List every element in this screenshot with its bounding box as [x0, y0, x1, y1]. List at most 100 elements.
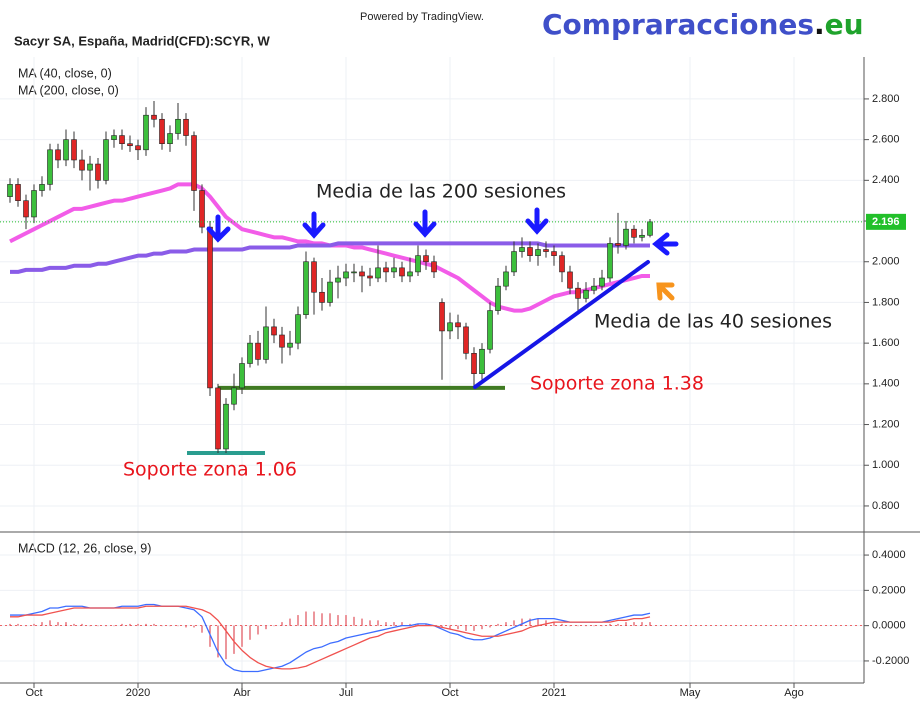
candle-body: [343, 271, 349, 279]
candle-body: [495, 285, 501, 311]
histogram-bar: [585, 625, 587, 627]
histogram-bar: [497, 623, 499, 626]
candle-body: [103, 139, 109, 181]
histogram-bar: [193, 625, 195, 628]
y-tick-label: 0.4000: [872, 549, 906, 561]
logo: Compraracciones.eu: [542, 8, 864, 41]
candle-body: [191, 135, 197, 191]
histogram-bar: [217, 625, 219, 658]
histogram-bar: [97, 625, 99, 627]
candle-body: [31, 190, 37, 218]
y-tick-label: -0.2000: [872, 655, 909, 667]
histogram-bar: [361, 618, 363, 626]
histogram-bar: [9, 623, 11, 626]
candle-body: [159, 118, 165, 144]
candle-body: [223, 403, 229, 450]
candle-body: [399, 267, 405, 277]
histogram-bar: [137, 623, 139, 626]
histogram-bar: [153, 623, 155, 626]
candle-body: [591, 285, 597, 291]
histogram-bar: [289, 618, 291, 626]
histogram-bar: [25, 625, 27, 627]
candle-body: [599, 277, 605, 287]
logo-tld: eu: [825, 8, 864, 41]
candle-body: [471, 353, 477, 374]
annotation: Media de las 200 sesiones: [316, 181, 566, 203]
histogram-bar: [169, 625, 171, 627]
candle-body: [431, 261, 437, 273]
histogram-bar: [537, 618, 539, 626]
histogram-bar: [73, 623, 75, 626]
candle-body: [575, 287, 581, 299]
histogram-bar: [177, 625, 179, 627]
y-tick-label: 2.000: [872, 256, 900, 268]
histogram-bar: [465, 625, 467, 631]
arrow-left: [652, 232, 679, 256]
candle-body: [375, 267, 381, 279]
candle-body: [287, 342, 293, 348]
candle-body: [143, 114, 149, 151]
annotation-arrows: [206, 207, 679, 389]
candle-body: [319, 291, 325, 303]
candle-body: [535, 249, 541, 256]
ma-line: [10, 241, 650, 274]
y-tick-label: 2.600: [872, 134, 900, 146]
candle-body: [511, 251, 517, 273]
candle-body: [359, 271, 365, 277]
candle-body: [311, 261, 317, 293]
y-tick-label: 1.800: [872, 296, 900, 308]
histogram-bar: [297, 615, 299, 626]
candle-body: [415, 255, 421, 273]
candle-body: [119, 135, 125, 144]
candle-body: [63, 139, 69, 161]
histogram-bar: [41, 622, 43, 626]
histogram-bar: [385, 622, 387, 626]
candle-body: [23, 200, 29, 218]
histogram-bar: [609, 623, 611, 626]
histogram-bar: [81, 623, 83, 626]
histogram-bar: [489, 625, 491, 628]
y-tick-label: 2.800: [872, 93, 900, 105]
histogram-bar: [369, 620, 371, 626]
histogram-bar: [577, 625, 579, 627]
x-tick-label: May: [680, 687, 701, 699]
histogram-bar: [505, 622, 507, 626]
candle-body: [87, 163, 93, 171]
histogram-bar: [377, 620, 379, 626]
histogram-bar: [449, 625, 451, 630]
histogram-bar: [89, 625, 91, 627]
candle-body: [183, 118, 189, 136]
x-tick-label: Oct: [25, 687, 42, 699]
histogram-bar: [641, 622, 643, 626]
histogram-bar: [353, 616, 355, 626]
histogram-bar: [417, 623, 419, 626]
histogram-bar: [481, 625, 483, 630]
y-tick-label: 1.000: [872, 459, 900, 471]
candle-body: [47, 149, 53, 185]
macd-title: MACD (12, 26, close, 9): [18, 541, 151, 555]
histogram-bar: [65, 622, 67, 626]
histogram-bar: [569, 625, 571, 627]
histogram-bar: [321, 613, 323, 626]
arrow-down: [413, 209, 437, 238]
candle-body: [263, 326, 269, 360]
histogram-bar: [129, 623, 131, 626]
candle-body: [607, 243, 613, 279]
y-tick-label: 0.800: [872, 500, 900, 512]
histogram-bar: [313, 611, 315, 626]
candle-body: [207, 226, 213, 389]
arrow-down: [525, 207, 549, 235]
histogram-bar: [441, 625, 443, 628]
support-label: Soporte zona 1.06: [123, 459, 297, 481]
candle-body: [407, 271, 413, 277]
histogram-bar: [401, 622, 403, 626]
histogram-bar: [513, 620, 515, 626]
candle-body: [215, 387, 221, 450]
y-tick-label: 0.0000: [872, 620, 906, 632]
candle-body: [623, 228, 629, 246]
candle-body: [15, 184, 21, 201]
candle-body: [367, 275, 373, 279]
logo-main: Compraracciones: [542, 8, 814, 41]
histogram-bar: [425, 623, 427, 626]
